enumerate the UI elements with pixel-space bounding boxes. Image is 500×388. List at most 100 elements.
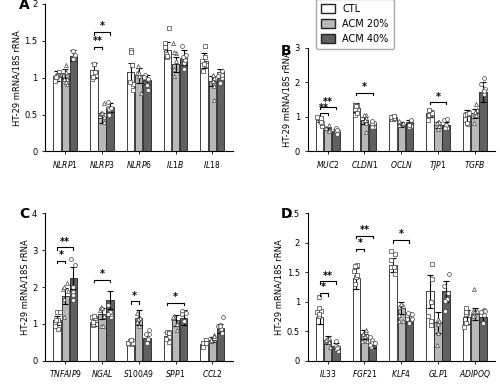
Point [352, 274, 360, 281]
Point [207, 338, 215, 344]
Point [169, 40, 177, 46]
Point [332, 125, 340, 131]
Point [318, 123, 326, 130]
Point [428, 318, 436, 324]
Point [463, 120, 471, 126]
Point [369, 121, 377, 127]
Point [434, 319, 442, 325]
Point [313, 114, 321, 120]
Point [424, 117, 432, 123]
Text: *: * [58, 250, 64, 260]
Bar [180, 318, 188, 361]
Point [127, 47, 135, 53]
Point [444, 296, 452, 302]
Bar [316, 317, 324, 361]
Point [435, 119, 443, 125]
Point [165, 334, 173, 340]
Point [397, 301, 405, 307]
Point [480, 91, 488, 97]
Point [366, 342, 374, 348]
Point [124, 340, 132, 346]
Text: **: ** [60, 237, 70, 247]
Bar [164, 336, 171, 361]
Point [106, 311, 114, 317]
Point [56, 309, 64, 315]
Point [134, 70, 142, 76]
Point [334, 348, 342, 354]
Point [162, 53, 170, 59]
Point [70, 48, 78, 54]
Point [209, 73, 217, 79]
Point [366, 334, 374, 340]
Point [472, 109, 480, 115]
Point [202, 62, 209, 68]
Point [462, 112, 469, 118]
Point [165, 339, 173, 345]
Point [444, 271, 452, 277]
Bar [434, 322, 442, 361]
Point [54, 317, 62, 323]
Point [324, 336, 332, 342]
Point [470, 120, 478, 126]
Point [353, 103, 361, 109]
Point [472, 101, 480, 107]
Bar [127, 342, 134, 361]
Point [428, 109, 436, 116]
Text: *: * [362, 82, 367, 92]
Point [161, 40, 169, 47]
Point [472, 112, 480, 118]
Point [96, 111, 104, 117]
Text: D: D [281, 208, 293, 222]
Point [351, 263, 359, 269]
Text: *: * [100, 269, 104, 279]
Point [218, 68, 226, 74]
Point [390, 116, 398, 122]
Point [134, 62, 142, 69]
Point [134, 69, 141, 75]
Bar [90, 322, 98, 361]
Point [162, 54, 170, 60]
Point [52, 317, 60, 323]
Point [208, 337, 216, 343]
Point [128, 81, 136, 88]
Point [140, 74, 148, 80]
Point [442, 122, 450, 128]
Point [363, 338, 371, 344]
Point [398, 121, 406, 127]
Point [69, 292, 77, 298]
Point [390, 263, 398, 270]
Point [172, 50, 180, 57]
Text: *: * [436, 92, 440, 102]
Point [396, 317, 404, 324]
Point [54, 326, 62, 333]
Point [314, 311, 322, 317]
Point [362, 327, 370, 333]
Point [332, 343, 340, 349]
Point [332, 338, 340, 344]
Point [144, 336, 152, 343]
Point [218, 72, 226, 78]
Point [316, 116, 324, 122]
Point [332, 128, 340, 134]
Point [477, 80, 485, 87]
Point [480, 307, 488, 314]
Bar [70, 55, 77, 151]
Point [54, 73, 62, 79]
Point [182, 310, 190, 316]
Point [408, 310, 416, 317]
Point [428, 322, 436, 328]
Point [180, 66, 188, 72]
Point [403, 316, 411, 322]
Text: A: A [19, 0, 30, 12]
Bar [426, 113, 434, 151]
Point [100, 118, 108, 125]
Point [480, 307, 488, 314]
Point [387, 114, 395, 120]
Point [146, 331, 154, 337]
Bar [98, 314, 105, 361]
Point [352, 272, 360, 278]
Point [162, 51, 170, 57]
Point [477, 309, 485, 315]
Point [404, 123, 412, 129]
Point [218, 74, 226, 81]
